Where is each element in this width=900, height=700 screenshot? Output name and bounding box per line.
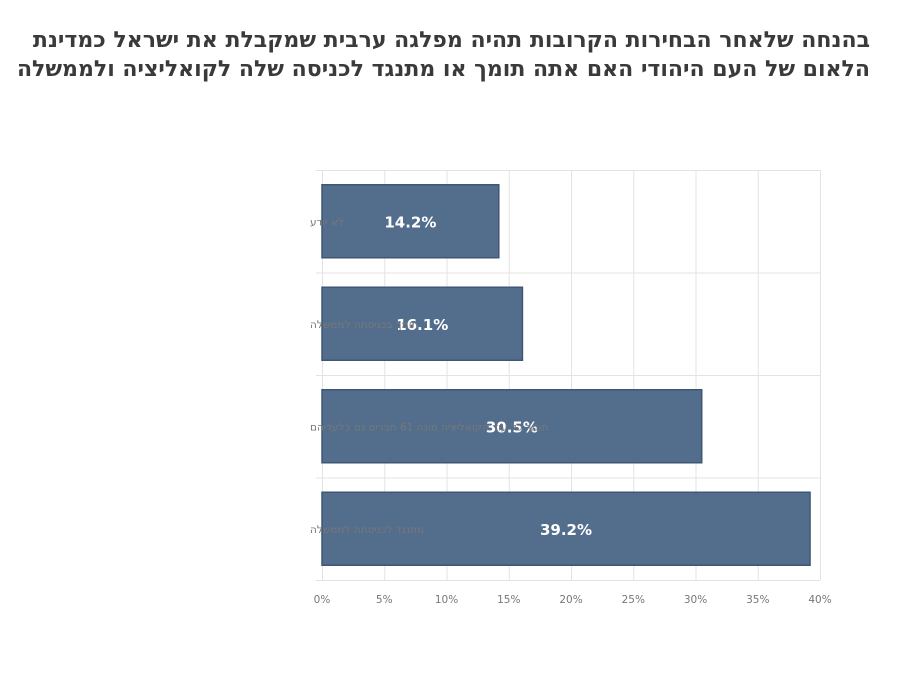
data-label: 16.1% [396, 316, 448, 334]
bar [321, 286, 524, 361]
bar [321, 389, 703, 464]
category-label: תומך בכניסתה לממשלה [310, 319, 418, 331]
category-label: מתנגד לכניסתה לממשלה [310, 524, 424, 536]
chart-title-line-2: הלאום של העם היהודי האם אתה תומך או מתנג… [16, 57, 870, 82]
x-tick-label: 10% [435, 594, 458, 606]
data-label: 39.2% [540, 521, 592, 539]
chart-title: בהנחה שלאחר הבחירות הקרובות תהיה מפלגה ע… [16, 26, 870, 84]
bar [321, 184, 500, 259]
x-tick-label: 25% [622, 594, 645, 606]
x-tick-label: 40% [808, 594, 831, 606]
data-label: 14.2% [384, 213, 436, 231]
x-tick-label: 35% [746, 594, 769, 606]
bar [321, 491, 811, 566]
category-label: תומך כל עוד הקואליציה מונה 61 חברים גם ב… [310, 421, 548, 433]
x-tick-label: 0% [314, 594, 331, 606]
data-label: 30.5% [486, 418, 538, 436]
category-label: לא יודע [310, 216, 344, 228]
x-tick-label: 30% [684, 594, 707, 606]
x-tick-label: 5% [376, 594, 393, 606]
chart-title-line-1: בהנחה שלאחר הבחירות הקרובות תהיה מפלגה ע… [32, 28, 870, 53]
x-tick-label: 15% [497, 594, 520, 606]
x-tick-label: 20% [559, 594, 582, 606]
